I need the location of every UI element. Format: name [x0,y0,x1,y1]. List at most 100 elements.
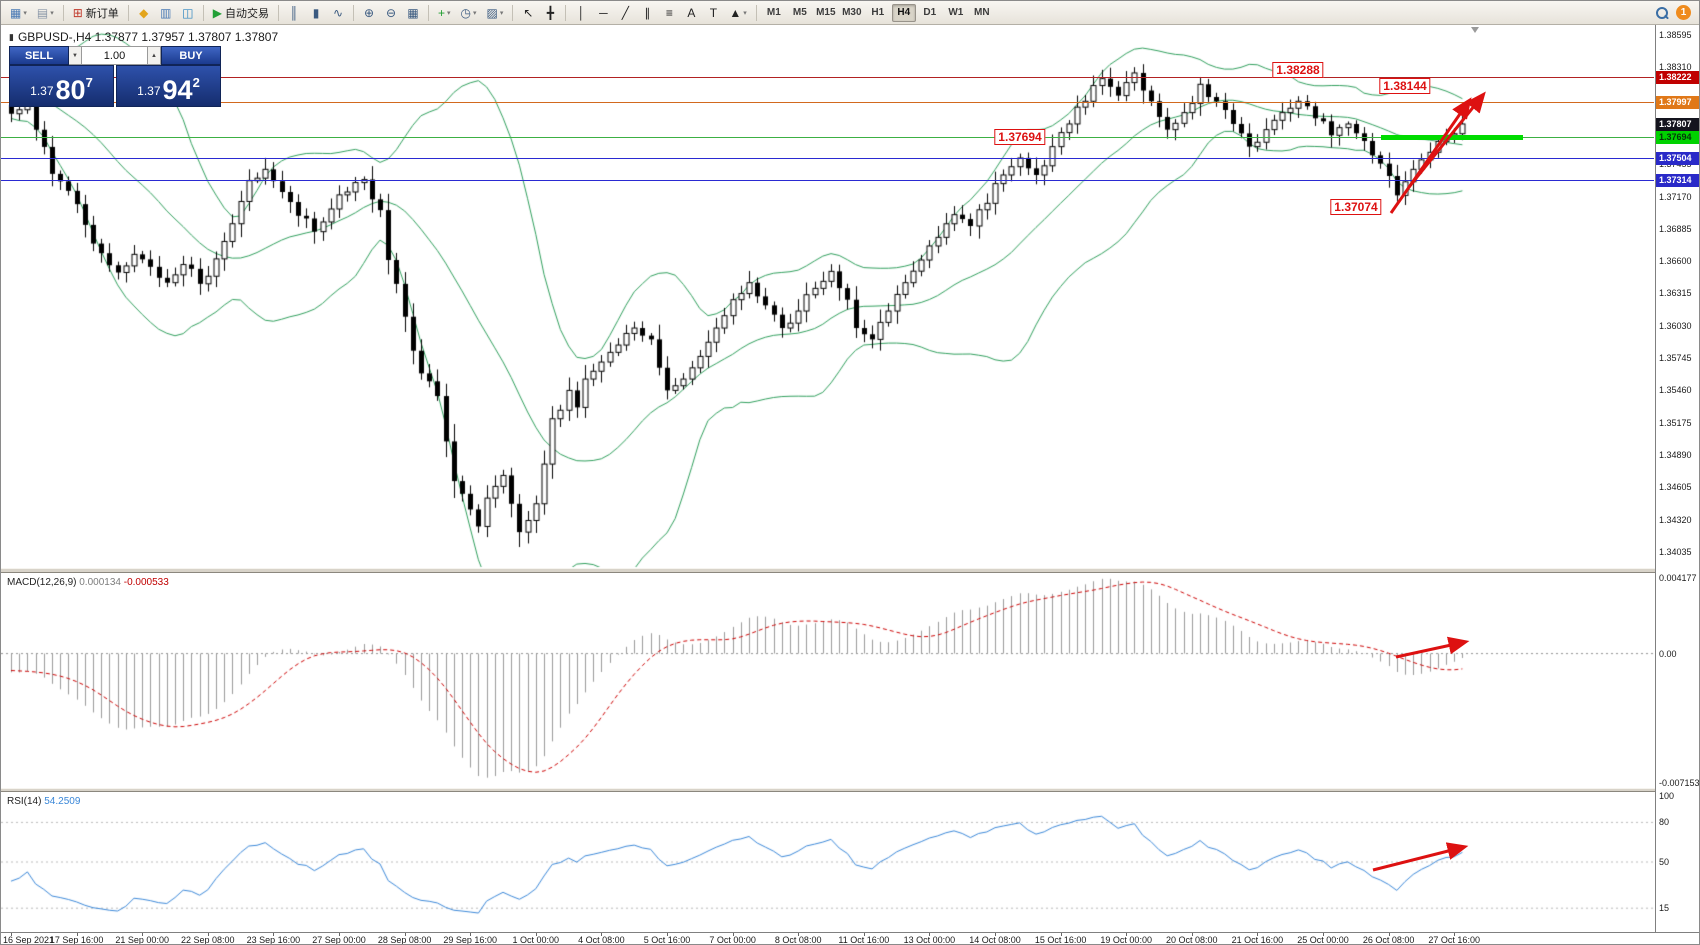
panel-divider-macd[interactable] [1,568,1699,573]
market-watch-button[interactable]: ◫ [178,3,198,23]
time-label: 27 Oct 16:00 [1428,935,1480,945]
price-tick-label: 1.36600 [1659,256,1692,267]
sell-button[interactable]: SELL [9,46,69,65]
tile-windows-button[interactable]: ▦ [403,3,423,23]
crosshair-button[interactable]: ╋ [540,3,560,23]
data-window-icon: ▥ [160,5,172,20]
zoom-out-button[interactable]: ⊖ [381,3,401,23]
time-label: 27 Sep 00:00 [312,935,366,945]
new-chart-button[interactable]: ▦ ▾ [6,3,31,23]
time-label: 8 Oct 08:00 [774,935,822,945]
price-tick-label: 1.37170 [1659,191,1692,202]
zoom-in-button[interactable]: ⊕ [359,3,379,23]
arrows-button[interactable]: ▲ ▾ [725,3,750,23]
toolbar-separator [512,4,514,21]
timeframe-m1-button[interactable]: M1 [766,7,781,18]
toolbar-separator [353,4,355,21]
new-order-button-label: 新订单 [85,7,119,20]
time-tick [929,933,931,936]
time-label: 17 Sep 16:00 [49,935,104,945]
templates-button[interactable]: ▨ ▾ [483,3,508,23]
notification-badge[interactable]: 1 [1676,5,1691,20]
volume-increase-button[interactable]: ▲ [148,46,161,65]
buy-price-display[interactable]: 1.37 94 2 [116,65,221,107]
timeframe-mn-button[interactable]: MN [974,7,990,18]
timeframe-m5-button[interactable]: M5 [792,7,807,18]
indicators-icon: + [438,5,446,20]
vertical-line-button[interactable]: │ [571,3,591,23]
price-label-1.37074[interactable]: 1.37074 [1330,199,1382,216]
new-order-button[interactable]: ⊞ 新订单 [69,3,123,23]
equidistant-channel-button[interactable]: ∥ [637,3,657,23]
price-badge-1.37997: 1.37997 [1656,96,1699,110]
time-tick [732,933,734,936]
profiles-icon: ▤ [36,5,49,20]
time-label: 23 Sep 16:00 [246,935,301,945]
fibonacci-icon: ≡ [665,5,673,20]
data-window-button[interactable]: ▥ [156,3,176,23]
volume-input[interactable] [82,46,148,65]
timeframe-h1-button[interactable]: H1 [871,7,885,18]
time-axis[interactable]: 16 Sep 2021 17 Sep 16:00 21 Sep 00:00 22 Se… [1,932,1699,945]
panel-divider-rsi[interactable] [1,788,1699,792]
text-label-button[interactable]: T [703,3,723,23]
fibonacci-button[interactable]: ≡ [659,3,679,23]
templates-icon: ▨ [486,5,498,20]
macd-name: MACD(12,26,9) [7,577,77,588]
time-tick [207,933,209,936]
text-label-icon: T [709,5,718,20]
price-badge-1.38222: 1.38222 [1656,70,1699,84]
profiles-button[interactable]: ▤ ▾ [33,3,58,23]
time-label: 7 Oct 00:00 [709,935,756,945]
buy-button[interactable]: BUY [161,46,221,65]
chart-shift-marker[interactable] [1471,27,1479,33]
mql5-community-button[interactable]: ◆ [134,3,154,23]
dropdown-arrow-icon: ▾ [499,9,504,17]
bid-main: 80 [55,74,86,105]
ask-pip: 2 [192,75,200,90]
timeframe-m15-button[interactable]: M15 [816,7,836,18]
cursor-button[interactable]: ↖ [518,3,538,23]
indicators-button[interactable]: + ▾ [434,3,455,23]
price-axis[interactable]: 1.385951.383101.380251.377401.374551.371… [1655,25,1699,932]
toolbar-separator [127,4,129,21]
timeframe-w1-button[interactable]: W1 [948,7,964,18]
timeframe-m30-button[interactable]: M30 [842,7,862,18]
horizontal-line-button[interactable]: ─ [593,3,613,23]
horizontal-line-1.37504[interactable] [1,158,1654,160]
zoom-out-icon: ⊖ [385,5,397,20]
ohlc-text: GBPUSD-,H4 1.37877 1.37957 1.37807 1.378… [17,30,279,44]
horizontal-line-1.37694[interactable] [1,136,1654,138]
timeframe-h4-button[interactable]: H4 [891,3,916,22]
timeframe-d1-button[interactable]: D1 [923,7,937,18]
periods-button[interactable]: ◷ ▾ [457,3,481,23]
dropdown-arrow-icon: ▾ [743,9,747,17]
price-label-1.38288[interactable]: 1.38288 [1272,61,1324,78]
price-label-1.37694[interactable]: 1.37694 [994,129,1046,146]
price-label-1.38144[interactable]: 1.38144 [1379,78,1431,95]
price-tick-label: 1.36885 [1659,223,1692,234]
candlestick-chart-button[interactable]: ▮ [306,3,326,23]
time-tick [1191,933,1193,936]
text-button[interactable]: A [681,3,701,23]
line-chart-button[interactable]: ∿ [328,3,348,23]
horizontal-line-1.38222[interactable] [1,76,1654,78]
bar-chart-button[interactable]: ║ [284,3,304,23]
support-highlight-bar[interactable] [1381,135,1523,141]
time-tick [142,933,144,936]
time-tick [339,933,340,936]
horizontal-line-1.37997[interactable] [1,102,1654,104]
dropdown-arrow-icon: ▾ [50,9,54,17]
time-label: 21 Sep 00:00 [115,935,169,945]
autotrading-button[interactable]: ▶ 自动交易 [209,3,273,23]
autotrading-icon: ▶ [212,5,223,20]
price-tick-label: 1.34605 [1659,482,1692,493]
volume-decrease-button[interactable]: ▼ [69,46,82,65]
periods-icon: ◷ [460,5,472,20]
sell-price-display[interactable]: 1.37 80 7 [9,65,114,107]
horizontal-line-1.37314[interactable] [1,179,1654,181]
time-label: 1 Oct 00:00 [512,935,560,945]
search-icon[interactable] [1655,6,1669,20]
trendline-button[interactable]: ╱ [615,3,635,23]
